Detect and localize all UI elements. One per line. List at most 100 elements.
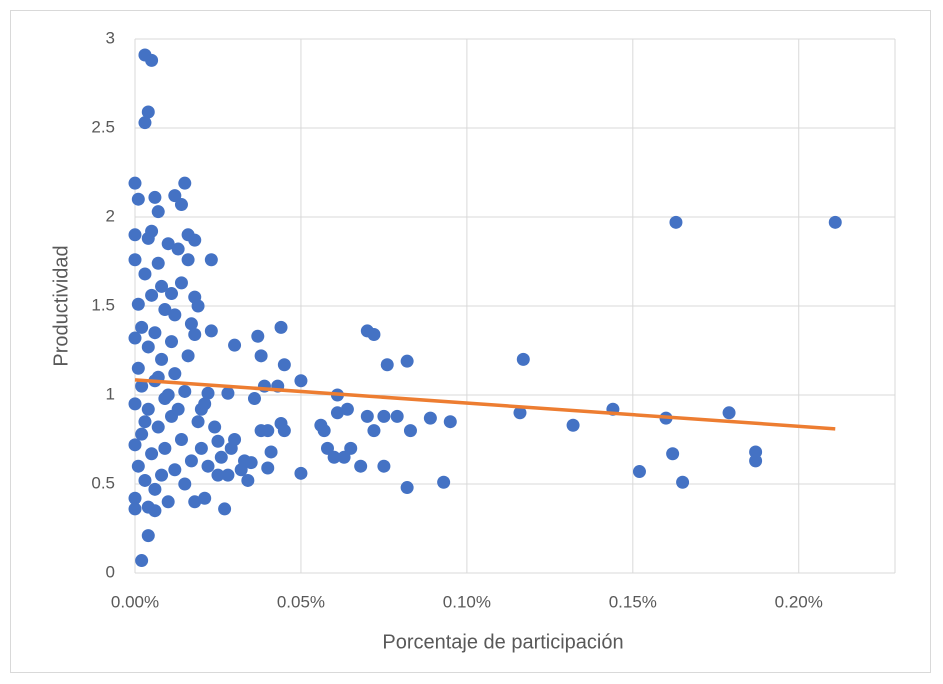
point (128, 491, 142, 505)
x-tick-label: 0.15% (609, 592, 657, 611)
point (344, 441, 358, 455)
point (128, 397, 142, 411)
point (367, 424, 381, 438)
x-tick-label: 0.10% (443, 592, 491, 611)
point (400, 481, 414, 495)
y-tick-label: 0 (106, 562, 115, 581)
point (188, 290, 202, 304)
point (188, 327, 202, 341)
point (181, 349, 195, 363)
point (168, 463, 182, 477)
point (138, 116, 152, 130)
point (161, 495, 175, 509)
point (181, 253, 195, 267)
point (666, 447, 680, 461)
point (138, 415, 152, 429)
point (138, 473, 152, 487)
point (194, 441, 208, 455)
point (151, 256, 165, 270)
point (184, 454, 198, 468)
point (158, 303, 172, 317)
point (135, 554, 149, 568)
chart-frame (10, 10, 931, 673)
point (178, 477, 192, 491)
point (294, 466, 308, 480)
point (228, 338, 242, 352)
point (360, 324, 374, 338)
point (314, 418, 328, 432)
point (128, 502, 142, 516)
x-tick-label: 0.00% (111, 592, 159, 611)
point (274, 320, 288, 334)
point (221, 468, 235, 482)
point (128, 253, 142, 267)
point (168, 308, 182, 322)
point (141, 231, 155, 245)
point (145, 53, 159, 67)
point (722, 406, 736, 420)
point (131, 192, 145, 206)
point (155, 352, 169, 366)
point (131, 297, 145, 311)
point (171, 402, 185, 416)
point (151, 420, 165, 434)
point (145, 447, 159, 461)
point (340, 402, 354, 416)
point (377, 409, 391, 423)
point (148, 482, 162, 496)
point (749, 454, 763, 468)
point (174, 198, 188, 212)
point (128, 176, 142, 190)
x-tick-label: 0.20% (775, 592, 823, 611)
point (174, 276, 188, 290)
point (181, 228, 195, 242)
point (135, 320, 149, 334)
point (516, 352, 530, 366)
point (148, 504, 162, 518)
point (354, 459, 368, 473)
point (141, 340, 155, 354)
point (204, 253, 218, 267)
point (380, 358, 394, 372)
point (390, 409, 404, 423)
point (360, 409, 374, 423)
point (241, 473, 255, 487)
point (214, 450, 228, 464)
point (191, 415, 205, 429)
point (330, 406, 344, 420)
point (178, 176, 192, 190)
point (676, 475, 690, 489)
y-tick-label: 0.5 (91, 473, 115, 492)
point (749, 445, 763, 459)
point (400, 354, 414, 368)
point (437, 475, 451, 489)
point (337, 450, 351, 464)
point (148, 326, 162, 340)
point (165, 335, 179, 349)
point (254, 349, 268, 363)
point (188, 495, 202, 509)
point (294, 374, 308, 388)
point (145, 288, 159, 302)
y-tick-label: 3 (106, 28, 115, 47)
point (423, 411, 437, 425)
point (198, 491, 212, 505)
point (128, 331, 142, 345)
point (201, 459, 215, 473)
point (211, 468, 225, 482)
point (141, 105, 155, 119)
point (274, 416, 288, 430)
point (128, 438, 142, 452)
point (208, 420, 222, 434)
y-tick-label: 2.5 (91, 117, 115, 136)
point (254, 424, 268, 438)
point (148, 190, 162, 204)
point (184, 317, 198, 331)
point (178, 384, 192, 398)
point (135, 379, 149, 393)
point (141, 529, 155, 543)
point (513, 406, 527, 420)
point (138, 267, 152, 281)
point (261, 461, 275, 475)
point (174, 433, 188, 446)
